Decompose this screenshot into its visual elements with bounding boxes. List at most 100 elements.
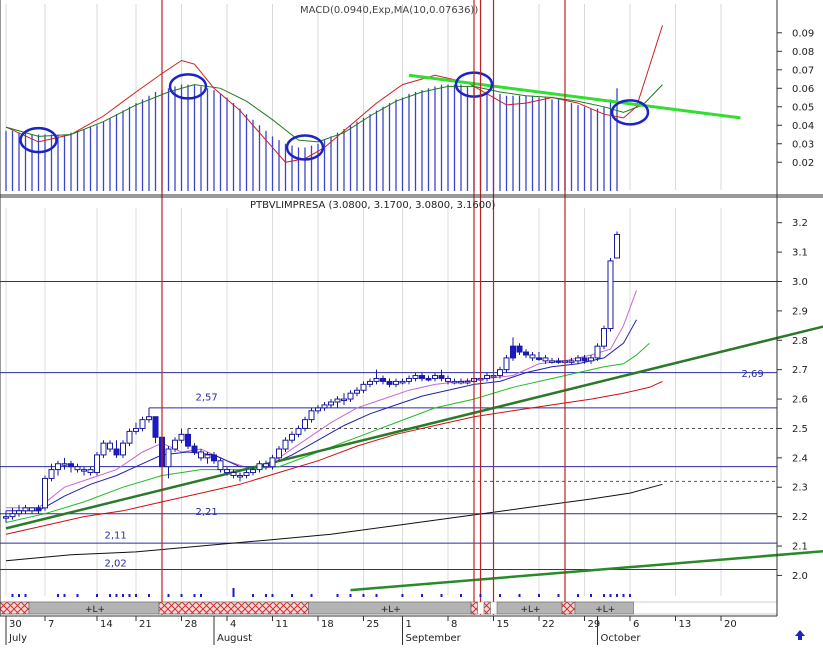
date-tick-label: 28 xyxy=(185,619,198,630)
candle-body xyxy=(368,381,373,384)
month-label: July xyxy=(8,633,27,644)
price-ytick-label: 2.5 xyxy=(792,424,808,435)
candle-body xyxy=(212,455,217,461)
macd-ytick-label: 0.03 xyxy=(792,139,814,150)
candle-body xyxy=(589,358,594,361)
candle-body xyxy=(218,461,223,470)
price-ytick-label: 3.2 xyxy=(792,218,808,229)
date-tick-label: 22 xyxy=(542,619,555,630)
signal-strip-label: +L+ xyxy=(85,605,105,615)
candle-body xyxy=(511,346,516,358)
candle-body xyxy=(49,470,54,479)
candle-body xyxy=(569,361,574,363)
macd-ytick-label: 0.05 xyxy=(792,102,814,113)
candle-body xyxy=(179,434,184,440)
price-level-label: 2,02 xyxy=(105,559,127,570)
candle-body xyxy=(608,261,613,329)
price-ytick-label: 2.4 xyxy=(792,453,808,464)
signal-strip-hatched xyxy=(562,602,575,614)
price-level-label: 2,11 xyxy=(105,531,127,542)
price-ytick-label: 2.0 xyxy=(792,571,808,582)
candle-body xyxy=(485,376,490,379)
candle-body xyxy=(452,381,457,383)
candle-body xyxy=(381,378,386,381)
macd-ytick-label: 0.02 xyxy=(792,158,814,169)
candle-body xyxy=(342,399,347,401)
candle-body xyxy=(173,440,178,449)
candle-body xyxy=(166,449,171,467)
candle-body xyxy=(277,449,282,458)
candle-body xyxy=(387,381,392,384)
candle-body xyxy=(283,440,288,449)
candle-body xyxy=(348,393,353,399)
candle-body xyxy=(88,470,93,473)
signal-strip-label: +L+ xyxy=(595,605,615,615)
price-ytick-label: 2.6 xyxy=(792,395,808,406)
candle-body xyxy=(121,443,126,455)
candle-body xyxy=(147,417,152,420)
candle-body xyxy=(303,420,308,429)
candle-body xyxy=(238,475,243,477)
macd-ytick-label: 0.09 xyxy=(792,28,814,39)
price-ytick-label: 2.9 xyxy=(792,306,808,317)
candle-body xyxy=(17,511,22,514)
candle-body xyxy=(192,446,197,452)
candle-body xyxy=(420,376,425,379)
candle-body xyxy=(322,405,327,408)
candle-body xyxy=(62,464,67,466)
candle-body xyxy=(595,346,600,358)
signal-strip-hatched xyxy=(484,602,491,614)
date-tick-label: 18 xyxy=(321,619,334,630)
price-title: PTBVLIMPRESA (3.0800, 3.1700, 3.0800, 3.… xyxy=(250,200,495,211)
candle-body xyxy=(231,473,236,476)
price-ytick-label: 2.7 xyxy=(792,365,808,376)
date-tick-label: 14 xyxy=(100,619,113,630)
candle-body xyxy=(82,470,87,472)
candle-body xyxy=(439,376,444,379)
candle-body xyxy=(153,417,158,438)
candle-body xyxy=(140,420,145,429)
candle-body xyxy=(270,458,275,467)
candle-body xyxy=(69,464,74,467)
price-ytick-label: 3.1 xyxy=(792,248,808,259)
date-tick-label: 4 xyxy=(230,619,236,630)
candle-body xyxy=(114,449,119,455)
candle-body xyxy=(75,467,80,470)
candle-body xyxy=(446,378,451,381)
date-tick-label: 25 xyxy=(367,619,380,630)
candle-body xyxy=(127,431,132,443)
candle-body xyxy=(537,358,542,360)
date-tick-label: 30 xyxy=(9,619,22,630)
candle-body xyxy=(498,370,503,376)
candle-body xyxy=(244,473,249,476)
date-tick-label: 11 xyxy=(276,619,289,630)
macd-ytick-label: 0.07 xyxy=(792,65,814,76)
price-ytick-label: 2.2 xyxy=(792,512,808,523)
price-level-label: 2,57 xyxy=(196,392,218,403)
candle-body xyxy=(4,517,9,519)
candle-body xyxy=(465,381,470,383)
candle-body xyxy=(257,464,262,470)
price-ytick-label: 2.8 xyxy=(792,336,808,347)
candle-body xyxy=(10,514,15,517)
candle-body xyxy=(205,455,210,458)
candle-body xyxy=(309,411,314,420)
candle-body xyxy=(530,355,535,358)
candle-body xyxy=(335,399,340,402)
candle-body xyxy=(459,381,464,383)
macd-ytick-label: 0.06 xyxy=(792,84,814,95)
candle-body xyxy=(407,378,412,381)
candle-body xyxy=(108,443,113,449)
date-tick-label: 20 xyxy=(724,619,737,630)
candle-body xyxy=(433,376,438,379)
date-tick-label: 29 xyxy=(588,619,601,630)
candle-body xyxy=(361,384,366,390)
candle-body xyxy=(101,443,106,455)
candle-body xyxy=(413,376,418,379)
date-tick-label: 21 xyxy=(139,619,152,630)
macd-ytick-label: 0.04 xyxy=(792,121,814,132)
candle-body xyxy=(316,408,321,411)
candle-body xyxy=(36,508,41,511)
